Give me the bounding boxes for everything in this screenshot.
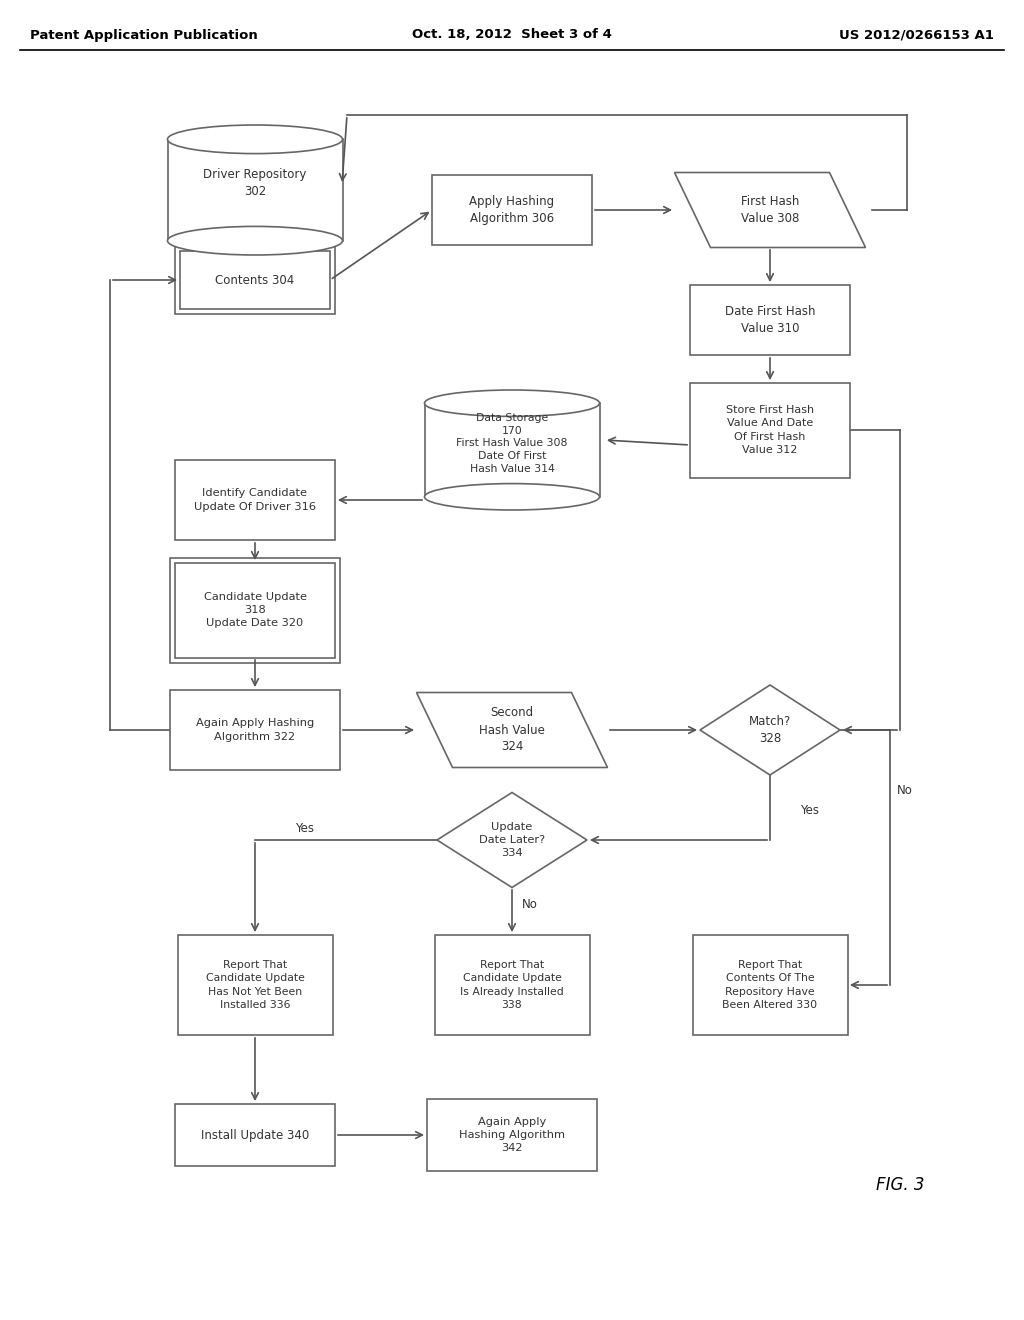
Text: Update
Date Later?
334: Update Date Later? 334 (479, 822, 545, 858)
Text: Install Update 340: Install Update 340 (201, 1129, 309, 1142)
Text: US 2012/0266153 A1: US 2012/0266153 A1 (839, 29, 994, 41)
Text: Apply Hashing
Algorithm 306: Apply Hashing Algorithm 306 (469, 195, 555, 224)
Text: Match?
328: Match? 328 (749, 715, 792, 744)
Ellipse shape (425, 483, 599, 510)
Text: Store First Hash
Value And Date
Of First Hash
Value 312: Store First Hash Value And Date Of First… (726, 405, 814, 455)
Polygon shape (437, 792, 587, 887)
Bar (175, 1104, 335, 1166)
Bar (425, 403, 599, 496)
Bar (175, 562, 335, 657)
Text: Patent Application Publication: Patent Application Publication (30, 29, 258, 41)
Text: Contents 304: Contents 304 (215, 273, 295, 286)
Text: Yes: Yes (296, 821, 314, 834)
Text: Candidate Update
318
Update Date 320: Candidate Update 318 Update Date 320 (204, 591, 306, 628)
Text: Data Storage
170
First Hash Value 308
Date Of First
Hash Value 314: Data Storage 170 First Hash Value 308 Da… (457, 413, 567, 474)
Bar (692, 935, 848, 1035)
Text: Report That
Contents Of The
Repository Have
Been Altered 330: Report That Contents Of The Repository H… (723, 960, 817, 1010)
Text: No: No (522, 899, 538, 912)
Bar (177, 935, 333, 1035)
Text: First Hash
Value 308: First Hash Value 308 (740, 195, 799, 224)
Bar (175, 246, 335, 314)
Ellipse shape (168, 227, 342, 255)
Text: Again Apply Hashing
Algorithm 322: Again Apply Hashing Algorithm 322 (196, 718, 314, 742)
Text: Identify Candidate
Update Of Driver 316: Identify Candidate Update Of Driver 316 (194, 488, 316, 512)
Text: Second
Hash Value
324: Second Hash Value 324 (479, 706, 545, 754)
Polygon shape (417, 693, 607, 767)
Bar (427, 1100, 597, 1171)
Polygon shape (700, 685, 840, 775)
Bar (432, 176, 592, 246)
Text: No: No (897, 784, 913, 796)
Text: FIG. 3: FIG. 3 (876, 1176, 925, 1195)
Text: Oct. 18, 2012  Sheet 3 of 4: Oct. 18, 2012 Sheet 3 of 4 (412, 29, 612, 41)
Bar (690, 285, 850, 355)
Bar (168, 140, 342, 240)
Text: Date First Hash
Value 310: Date First Hash Value 310 (725, 305, 815, 335)
Text: Again Apply
Hashing Algorithm
342: Again Apply Hashing Algorithm 342 (459, 1117, 565, 1154)
Text: Yes: Yes (801, 804, 819, 817)
Bar (690, 383, 850, 478)
Bar (170, 557, 340, 663)
Bar (175, 459, 335, 540)
Polygon shape (675, 173, 865, 248)
Text: Report That
Candidate Update
Has Not Yet Been
Installed 336: Report That Candidate Update Has Not Yet… (206, 960, 304, 1010)
Text: Report That
Candidate Update
Is Already Installed
338: Report That Candidate Update Is Already … (460, 960, 564, 1010)
Bar (180, 251, 330, 309)
Ellipse shape (425, 389, 599, 416)
Bar (170, 690, 340, 770)
Ellipse shape (168, 125, 342, 153)
Bar (434, 935, 590, 1035)
Text: Driver Repository
302: Driver Repository 302 (204, 168, 306, 198)
